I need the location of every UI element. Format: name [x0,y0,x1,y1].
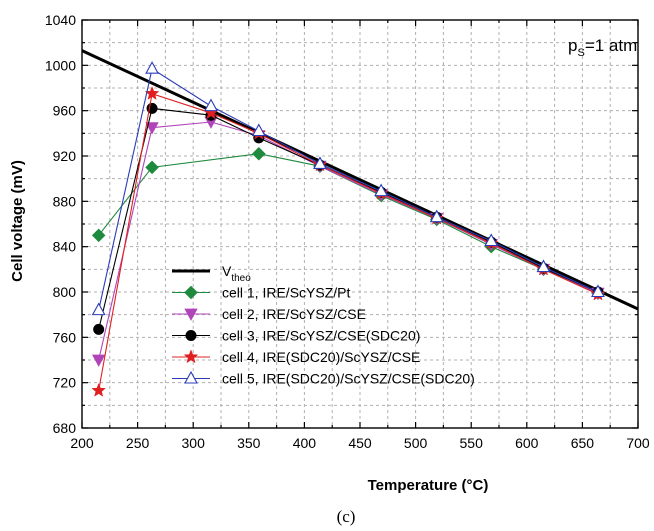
legend-label: cell 4, IRE(SDC20)/ScYSZ/CSE [222,349,420,365]
series-5-line [98,67,599,311]
series-5 [91,61,605,316]
legend-swatch-marker [184,370,198,384]
y-axis-title: Cell voltage (mV) [9,160,26,282]
legend-swatch-marker [185,330,197,341]
legend-label-theory-main: V [222,263,232,279]
legend-swatch-marker [184,285,198,300]
series-5-point [591,284,605,298]
axis-labels: 200 250 300 350 400 450 500 550 600 650 700 680 720 7… [45,12,650,451]
series-1-point [91,228,106,243]
axis-ticks [81,19,639,429]
pressure-annotation-main: p [568,36,577,55]
series-5-point [374,183,389,197]
theory-line [81,49,639,311]
pressure-annotation: pS=1 atm [568,36,637,59]
series-5-point [484,233,499,247]
x-tick-label: 650 [571,435,595,451]
y-tick-label: 800 [53,284,77,300]
series-2-point [145,122,159,135]
x-tick-label: 250 [126,435,150,451]
legend-label: cell 2, IRE/ScYSZ/CSE [222,306,366,322]
series-5-point [251,123,266,137]
x-tick-label: 350 [237,435,261,451]
y-tick-label: 1040 [45,12,76,28]
series-5-point [91,302,106,316]
legend-label: cell 3, IRE/ScYSZ/CSE(SDC20) [222,328,420,344]
y-tick-label: 960 [53,103,77,119]
series-4-point [91,382,106,397]
series-2-point [92,354,106,367]
legend-swatch-marker [183,349,199,364]
series-4-line [98,92,599,391]
panel-caption: (c) [337,507,356,526]
series-1-point [252,146,266,161]
y-tick-label: 720 [53,375,77,391]
x-axis-title: Temperature (°C) [368,477,489,494]
y-tick-label: 680 [53,420,77,436]
theory-line-path [81,49,639,311]
pressure-annotation-sub: S [577,47,584,59]
series-2-line [98,121,599,361]
y-tick-label: 760 [53,329,77,345]
x-tick-label: 400 [293,435,317,451]
series-5-point [429,209,444,223]
x-tick-label: 300 [182,435,206,451]
legend-label: cell 1, IRE/ScYSZ/Pt [222,285,350,301]
x-tick-label: 450 [348,435,372,451]
legend-label: cell 5, IRE(SDC20)/ScYSZ/CSE(SDC20) [222,371,475,387]
x-tick-label: 550 [460,435,484,451]
series-5-point [536,259,551,273]
series-group [91,61,606,397]
series-1-point [145,160,159,175]
series-5-point [313,156,327,169]
series-5-point [145,61,159,74]
y-tick-label: 1000 [45,57,76,73]
grid [82,20,638,428]
x-tick-label: 600 [515,435,539,451]
legend-label-theory: Vtheo [222,263,251,284]
x-tick-label: 500 [404,435,428,451]
series-1 [91,146,605,300]
y-tick-label: 880 [53,193,77,209]
x-tick-label: 200 [70,435,94,451]
series-3-point [93,323,105,335]
legend-swatch-marker [184,308,198,321]
y-tick-label: 840 [53,239,77,255]
pressure-annotation-rest: =1 atm [585,36,637,55]
legend-label-theory-sub: theo [231,273,251,284]
series-5-point [204,98,218,112]
x-tick-label: 700 [626,435,650,451]
y-tick-label: 920 [53,148,77,164]
